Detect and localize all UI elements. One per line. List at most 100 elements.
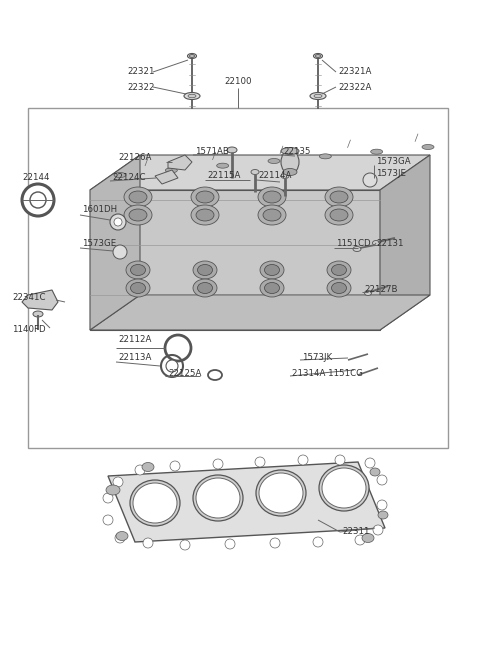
Ellipse shape	[362, 534, 374, 542]
Ellipse shape	[313, 54, 323, 58]
Text: 1151CD: 1151CD	[336, 238, 371, 248]
Ellipse shape	[114, 172, 126, 178]
Ellipse shape	[188, 94, 196, 98]
Ellipse shape	[363, 173, 377, 187]
Ellipse shape	[353, 246, 361, 252]
Ellipse shape	[116, 531, 128, 540]
Text: 22112A: 22112A	[118, 335, 151, 345]
Ellipse shape	[371, 149, 383, 154]
Ellipse shape	[124, 205, 152, 225]
Ellipse shape	[258, 205, 286, 225]
Ellipse shape	[259, 473, 303, 513]
Text: 22322A: 22322A	[338, 83, 372, 92]
Ellipse shape	[191, 205, 219, 225]
Ellipse shape	[260, 279, 284, 297]
Ellipse shape	[322, 468, 366, 508]
Ellipse shape	[30, 192, 46, 208]
Ellipse shape	[197, 265, 213, 276]
Text: 1573GE: 1573GE	[82, 238, 116, 248]
Text: 22322: 22322	[128, 83, 155, 92]
Ellipse shape	[184, 92, 200, 100]
Text: 1573JE: 1573JE	[376, 170, 406, 179]
Ellipse shape	[126, 261, 150, 279]
Text: 1571AB: 1571AB	[195, 147, 229, 155]
Ellipse shape	[319, 154, 331, 159]
Ellipse shape	[255, 457, 265, 467]
Ellipse shape	[115, 533, 125, 543]
Ellipse shape	[196, 191, 214, 203]
Ellipse shape	[281, 174, 289, 179]
Ellipse shape	[373, 525, 383, 535]
Ellipse shape	[33, 311, 43, 317]
Ellipse shape	[325, 187, 353, 207]
Ellipse shape	[165, 168, 177, 173]
Polygon shape	[22, 290, 58, 310]
Ellipse shape	[364, 291, 372, 295]
Ellipse shape	[193, 279, 217, 297]
Ellipse shape	[263, 191, 281, 203]
Ellipse shape	[378, 511, 388, 519]
Ellipse shape	[126, 279, 150, 297]
Polygon shape	[90, 155, 140, 330]
Ellipse shape	[270, 538, 280, 548]
Ellipse shape	[330, 209, 348, 221]
Ellipse shape	[191, 187, 219, 207]
Ellipse shape	[188, 54, 196, 58]
Text: 22127B: 22127B	[364, 286, 397, 295]
Text: 22114A: 22114A	[258, 172, 291, 181]
Ellipse shape	[135, 465, 145, 475]
Ellipse shape	[103, 515, 113, 525]
Text: 22113A: 22113A	[118, 354, 151, 362]
Text: 1573GA: 1573GA	[376, 157, 410, 166]
Ellipse shape	[325, 205, 353, 225]
Ellipse shape	[170, 461, 180, 471]
Ellipse shape	[330, 191, 348, 203]
Ellipse shape	[124, 187, 152, 207]
Polygon shape	[90, 190, 380, 330]
Ellipse shape	[256, 470, 306, 516]
Ellipse shape	[319, 465, 369, 511]
Ellipse shape	[129, 209, 147, 221]
Ellipse shape	[114, 218, 122, 226]
Ellipse shape	[264, 282, 279, 293]
Text: 21314A 1151CG: 21314A 1151CG	[292, 369, 363, 379]
Ellipse shape	[22, 184, 54, 216]
Ellipse shape	[260, 261, 284, 279]
Ellipse shape	[180, 540, 190, 550]
Ellipse shape	[332, 265, 347, 276]
Ellipse shape	[131, 282, 145, 293]
Ellipse shape	[315, 54, 321, 58]
Text: 22100: 22100	[224, 77, 252, 86]
Text: 22125A: 22125A	[168, 369, 202, 379]
Ellipse shape	[377, 475, 387, 485]
Polygon shape	[168, 155, 192, 170]
Text: 1573JK: 1573JK	[302, 354, 332, 362]
Ellipse shape	[335, 455, 345, 465]
Ellipse shape	[310, 92, 326, 100]
Ellipse shape	[372, 240, 380, 246]
Ellipse shape	[193, 475, 243, 521]
Ellipse shape	[130, 480, 180, 526]
Text: 22115A: 22115A	[207, 172, 240, 181]
Ellipse shape	[377, 500, 387, 510]
Polygon shape	[108, 462, 385, 542]
Ellipse shape	[143, 538, 153, 548]
Ellipse shape	[213, 459, 223, 469]
Ellipse shape	[190, 54, 194, 58]
Ellipse shape	[216, 163, 228, 168]
Bar	[28, 108, 448, 448]
Text: 22124C: 22124C	[112, 172, 145, 181]
Ellipse shape	[142, 462, 154, 472]
Ellipse shape	[227, 147, 237, 153]
Ellipse shape	[355, 535, 365, 545]
Text: 1140FD: 1140FD	[12, 326, 46, 335]
Ellipse shape	[110, 214, 126, 230]
Text: 22321A: 22321A	[338, 67, 372, 77]
Ellipse shape	[258, 187, 286, 207]
Ellipse shape	[131, 265, 145, 276]
Ellipse shape	[332, 282, 347, 293]
Text: 22311: 22311	[342, 527, 370, 536]
Ellipse shape	[314, 94, 322, 98]
Ellipse shape	[103, 493, 113, 503]
Polygon shape	[90, 155, 430, 190]
